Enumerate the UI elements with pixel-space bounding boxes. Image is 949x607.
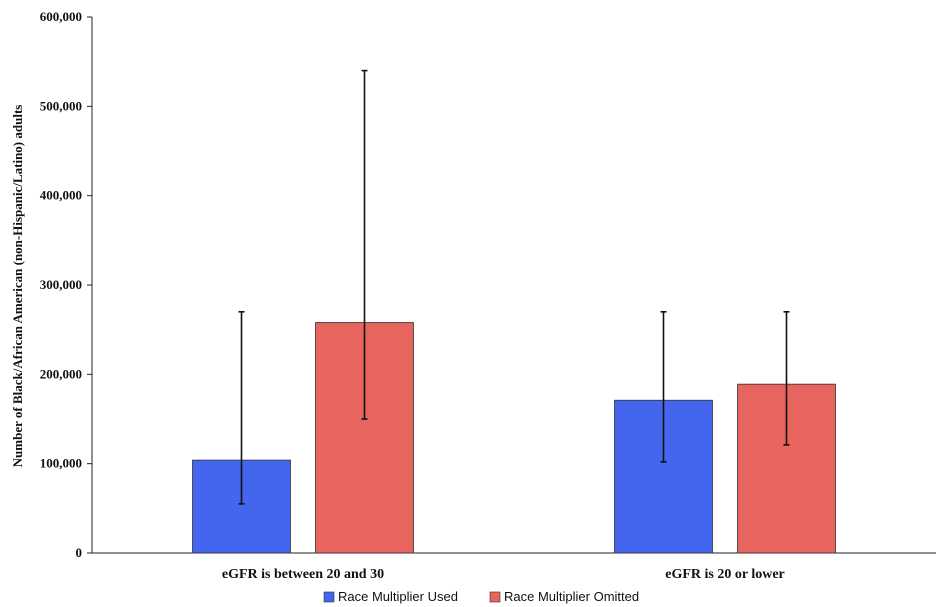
- legend-swatch: [323, 591, 335, 603]
- legend-item: Race Multiplier Omitted: [489, 589, 639, 604]
- x-category-label: eGFR is between 20 and 30: [222, 567, 384, 582]
- y-tick-label: 300,000: [40, 277, 82, 292]
- error-bar: [238, 310, 245, 505]
- legend-swatch: [489, 591, 501, 603]
- error-bar: [783, 310, 790, 446]
- x-category-label: eGFR is 20 or lower: [665, 567, 785, 582]
- legend-item: Race Multiplier Used: [323, 589, 458, 604]
- y-tick-label: 600,000: [40, 9, 82, 24]
- y-tick-label: 500,000: [40, 98, 82, 113]
- legend-label: Race Multiplier Used: [338, 589, 458, 604]
- legend: Race Multiplier Used Race Multiplier Omit…: [323, 589, 639, 604]
- error-bar: [361, 69, 368, 420]
- y-axis-label: Number of Black/African American (non-Hi…: [10, 105, 25, 468]
- y-axis: 0 100,000 200,000 300,000 400,000 500,000 600,…: [40, 9, 93, 560]
- y-tick-label: 100,000: [40, 456, 82, 471]
- error-bars: [238, 69, 790, 505]
- y-tick-label: 400,000: [40, 188, 82, 203]
- bars: [192, 322, 836, 554]
- y-tick-label: 0: [76, 545, 83, 560]
- error-bar: [660, 310, 667, 463]
- y-tick-label: 200,000: [40, 366, 82, 381]
- legend-label: Race Multiplier Omitted: [504, 589, 639, 604]
- category-labels: eGFR is between 20 and 30 eGFR is 20 or l…: [222, 567, 785, 582]
